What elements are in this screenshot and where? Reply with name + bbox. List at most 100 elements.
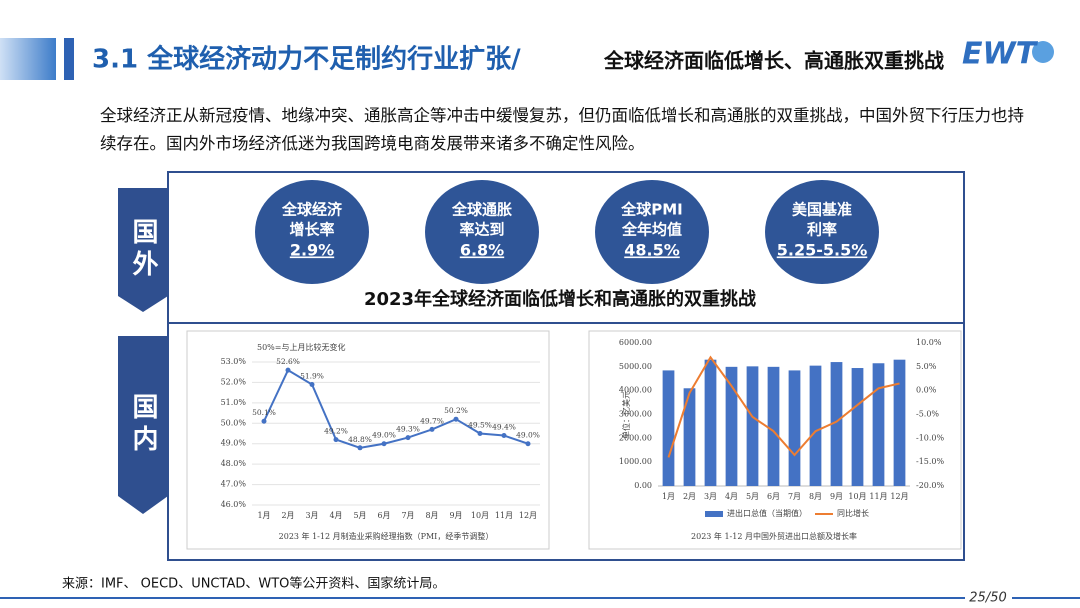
indicator-circle: [425, 180, 539, 284]
indicator-circle: [765, 180, 879, 284]
bar: [725, 366, 738, 486]
y2-tick-label: -20.0%: [916, 481, 945, 490]
data-label: 50.2%: [444, 406, 468, 415]
indicator-value: 6.8%: [460, 241, 504, 260]
y-tick-label: 51.0%: [221, 398, 247, 407]
x-tick-label: 9月: [449, 511, 462, 520]
indicator-label: 全球PMI: [620, 201, 683, 219]
data-label: 49.3%: [396, 425, 420, 434]
indicator-label: 增长率: [289, 221, 334, 239]
y-tick-label: 49.0%: [221, 439, 247, 448]
bar: [893, 359, 906, 486]
y2-tick-label: 0.0%: [916, 386, 937, 395]
section-tab: [118, 336, 168, 514]
point: [477, 431, 483, 436]
point: [261, 418, 267, 424]
y-tick-label: 4000.00: [619, 386, 652, 395]
point: [381, 441, 387, 447]
line: [667, 355, 900, 458]
point: [309, 381, 315, 387]
y-tick-label: 47.0%: [221, 480, 247, 489]
indicator-circle: [595, 180, 709, 284]
y-tick-label: 50.0%: [221, 418, 247, 427]
x-tick-label: 3月: [704, 492, 717, 501]
x-tick-label: 12月: [890, 492, 908, 501]
data-label: 49.4%: [492, 423, 516, 432]
bar: [704, 359, 717, 486]
point: [525, 441, 531, 447]
data-label: 50.1%: [252, 408, 276, 417]
bar: [746, 366, 759, 486]
x-tick-label: 6月: [377, 511, 390, 520]
y-tick-label: 5000.00: [619, 362, 652, 371]
y2-tick-label: -10.0%: [916, 433, 945, 442]
logo: EWT: [962, 37, 1039, 72]
x-tick-label: 9月: [830, 492, 843, 501]
bar: [872, 363, 885, 486]
point: [333, 437, 339, 443]
x-tick-label: 2月: [683, 492, 696, 501]
slide-title: 3.1 全球经济动力不足制约行业扩张/: [92, 44, 521, 75]
bar: [809, 365, 822, 486]
x-tick-label: 7月: [788, 492, 801, 501]
indicator-circle: [255, 180, 369, 284]
point: [501, 433, 507, 439]
bar: [683, 388, 696, 486]
bar: [851, 368, 864, 486]
y-tick-label: 2000.00: [619, 433, 652, 442]
x-tick-label: 4月: [725, 492, 738, 501]
indicator-label: 美国基准: [792, 201, 852, 219]
data-label: 48.8%: [348, 435, 372, 444]
x-tick-label: 5月: [746, 492, 759, 501]
x-tick-label: 2月: [281, 511, 294, 520]
data-label: 49.7%: [420, 416, 444, 425]
x-tick-label: 1月: [662, 492, 675, 501]
data-label: 49.0%: [372, 431, 396, 440]
point: [405, 435, 411, 441]
point: [429, 426, 435, 432]
data-label: 51.9%: [300, 371, 324, 380]
x-tick-label: 4月: [329, 511, 342, 520]
y-tick-label: 52.0%: [221, 377, 247, 386]
y2-tick-label: -15.0%: [916, 457, 945, 466]
section-label: 国外: [128, 218, 158, 282]
x-tick-label: 1月: [257, 511, 270, 520]
y-tick-label: 6000.00: [619, 338, 652, 347]
y-tick-label: 48.0%: [221, 459, 247, 468]
indicator-label: 全年均值: [621, 221, 682, 239]
indicator-label: 全球经济: [281, 201, 343, 219]
x-tick-label: 8月: [425, 511, 438, 520]
data-label: 49.0%: [516, 431, 540, 440]
indicator-label: 全球通胀: [451, 201, 512, 219]
page-number: 25/50: [969, 591, 1006, 606]
legend-swatch: [705, 511, 723, 517]
section-label: 国内: [128, 393, 158, 457]
indicator-value: 5.25-5.5%: [777, 241, 868, 260]
data-label: 52.6%: [276, 357, 300, 366]
intro-text: 全球经济正从新冠疫情、地缘冲突、通胀高企等冲击中缓慢复苏，但仍面临低增长和高通胀…: [100, 106, 1024, 153]
x-tick-label: 10月: [471, 511, 489, 520]
bar: [788, 370, 801, 486]
y2-tick-label: 5.0%: [916, 362, 937, 371]
indicator-label: 利率: [807, 221, 837, 239]
y-tick-label: 0.00: [634, 481, 652, 490]
x-tick-label: 12月: [519, 511, 537, 520]
chart-caption: 2023 年 1-12 月中国外贸进出口总额及增长率: [691, 531, 857, 541]
legend-label: 同比增长: [837, 508, 869, 518]
indicator-value: 2.9%: [290, 241, 334, 260]
header-band: [0, 38, 56, 80]
y-tick-label: 53.0%: [221, 357, 247, 366]
y-axis-label: 单位：亿美元: [621, 391, 631, 439]
bar: [662, 370, 675, 486]
x-tick-label: 5月: [353, 511, 366, 520]
x-tick-label: 7月: [401, 511, 414, 520]
y-tick-label: 3000.00: [619, 410, 652, 419]
header-bar: [64, 38, 74, 80]
chart-caption: 2023 年 1-12 月制造业采购经理指数（PMI，经季节调整）: [279, 531, 494, 541]
annotation: 50%=与上月比较无变化: [257, 342, 345, 352]
slide-subtitle: 全球经济面临低增长、高通胀双重挑战: [603, 49, 944, 73]
point: [285, 367, 291, 373]
y-tick-label: 46.0%: [221, 500, 247, 509]
